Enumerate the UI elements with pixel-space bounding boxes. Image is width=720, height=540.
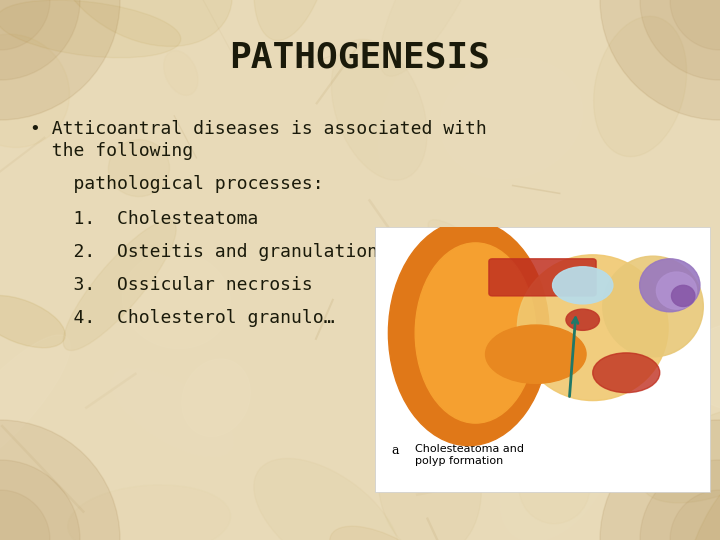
Text: PATHOGENESIS: PATHOGENESIS bbox=[230, 40, 490, 74]
Ellipse shape bbox=[552, 267, 613, 304]
Ellipse shape bbox=[440, 58, 582, 179]
Ellipse shape bbox=[672, 285, 695, 307]
Ellipse shape bbox=[518, 255, 668, 401]
Circle shape bbox=[0, 490, 50, 540]
Ellipse shape bbox=[0, 335, 71, 476]
Ellipse shape bbox=[378, 413, 482, 540]
Ellipse shape bbox=[330, 526, 444, 540]
Text: 3.  Ossicular necrosis: 3. Ossicular necrosis bbox=[30, 276, 312, 294]
Circle shape bbox=[600, 420, 720, 540]
Ellipse shape bbox=[519, 451, 590, 524]
Text: 2.  Osteitis and granulation tissue: 2. Osteitis and granulation tissue bbox=[30, 243, 454, 261]
Ellipse shape bbox=[331, 39, 427, 180]
Circle shape bbox=[640, 460, 720, 540]
Circle shape bbox=[670, 490, 720, 540]
Text: 1.  Cholesteatoma: 1. Cholesteatoma bbox=[30, 210, 258, 228]
Ellipse shape bbox=[485, 384, 647, 470]
Bar bbox=[375, 227, 710, 492]
Ellipse shape bbox=[253, 458, 400, 540]
Ellipse shape bbox=[500, 405, 613, 540]
Ellipse shape bbox=[415, 243, 536, 423]
Ellipse shape bbox=[603, 256, 703, 357]
Circle shape bbox=[0, 420, 120, 540]
Text: the following: the following bbox=[30, 142, 193, 160]
Ellipse shape bbox=[688, 325, 720, 409]
Text: 4.  Cholesterol granulo…: 4. Cholesterol granulo… bbox=[30, 309, 335, 327]
Ellipse shape bbox=[109, 140, 169, 197]
Circle shape bbox=[0, 460, 80, 540]
Ellipse shape bbox=[428, 220, 513, 291]
Text: pathological processes:: pathological processes: bbox=[30, 175, 323, 193]
Circle shape bbox=[0, 0, 50, 50]
Ellipse shape bbox=[0, 0, 181, 58]
Ellipse shape bbox=[181, 359, 251, 437]
Ellipse shape bbox=[485, 325, 586, 383]
Ellipse shape bbox=[679, 478, 720, 540]
Ellipse shape bbox=[566, 309, 600, 330]
Circle shape bbox=[640, 0, 720, 80]
Text: Cholesteatoma and
polyp formation: Cholesteatoma and polyp formation bbox=[415, 444, 524, 466]
Circle shape bbox=[0, 0, 80, 80]
Circle shape bbox=[670, 0, 720, 50]
Ellipse shape bbox=[122, 252, 230, 349]
Ellipse shape bbox=[254, 0, 333, 40]
Ellipse shape bbox=[53, 0, 233, 46]
Ellipse shape bbox=[0, 34, 70, 147]
FancyBboxPatch shape bbox=[489, 259, 596, 296]
Ellipse shape bbox=[657, 272, 697, 309]
Ellipse shape bbox=[163, 51, 198, 96]
Ellipse shape bbox=[68, 485, 230, 540]
Ellipse shape bbox=[594, 16, 687, 157]
Ellipse shape bbox=[641, 404, 720, 503]
Ellipse shape bbox=[593, 353, 660, 393]
Ellipse shape bbox=[0, 295, 66, 348]
Text: • Atticoantral diseases is associated with: • Atticoantral diseases is associated wi… bbox=[30, 120, 487, 138]
Ellipse shape bbox=[388, 220, 549, 446]
Circle shape bbox=[0, 0, 120, 120]
Ellipse shape bbox=[467, 235, 554, 320]
Ellipse shape bbox=[639, 259, 700, 312]
Text: a: a bbox=[392, 444, 400, 457]
Circle shape bbox=[600, 0, 720, 120]
Ellipse shape bbox=[63, 220, 176, 350]
